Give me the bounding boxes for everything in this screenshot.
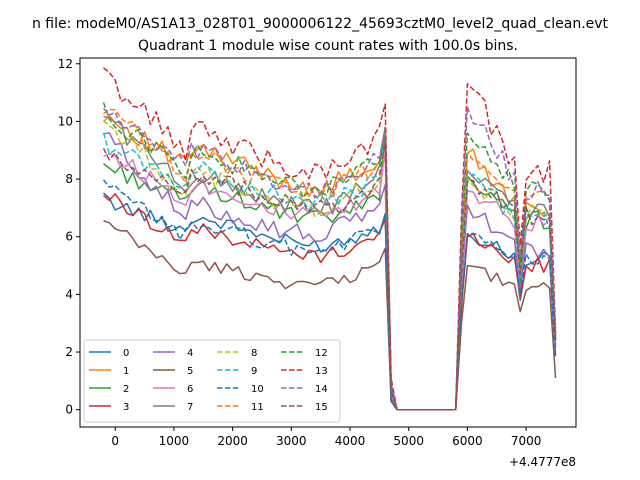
- legend-label-10: 10: [251, 384, 264, 395]
- series-line-15: [102, 140, 557, 411]
- x-tick-label: 2000: [217, 434, 248, 448]
- legend-label-3: 3: [123, 402, 129, 413]
- legend-label-6: 6: [187, 384, 193, 395]
- series-line-10: [102, 179, 557, 411]
- x-tick-label: 3000: [276, 434, 307, 448]
- y-tick-label: 10: [58, 114, 73, 128]
- series-line-14: [102, 106, 557, 411]
- series-line-12: [102, 102, 557, 411]
- series-line-11: [103, 108, 557, 411]
- x-tick-label: 0: [111, 434, 119, 448]
- y-tick-label: 4: [65, 287, 73, 301]
- y-tick-label: 8: [65, 172, 73, 186]
- legend-label-7: 7: [187, 402, 193, 413]
- series-line-6: [103, 149, 557, 411]
- legend-label-4: 4: [187, 348, 193, 359]
- x-tick-label: 1000: [159, 434, 190, 448]
- legend-label-2: 2: [123, 384, 129, 395]
- legend-box: [83, 339, 341, 423]
- series-line-4: [103, 132, 557, 411]
- series-line-8: [102, 120, 557, 411]
- legend-label-5: 5: [187, 366, 193, 377]
- x-tick-label: 4000: [335, 434, 366, 448]
- x-axis: 0 1000 2000 3000 4000 5000 6000 7000: [111, 427, 541, 448]
- y-tick-label: 2: [65, 345, 73, 359]
- legend-label-9: 9: [251, 366, 257, 377]
- y-tick-label: 0: [65, 403, 73, 417]
- series-line-3: [103, 193, 557, 411]
- series-line-9: [102, 132, 557, 411]
- series-line-5: [103, 219, 557, 411]
- legend-label-12: 12: [315, 348, 328, 359]
- figure-suptitle: n file: modeM0/AS1A13_028T01_9000006122_…: [32, 16, 609, 32]
- y-axis: 0 2 4 6 8 10 12: [58, 57, 80, 417]
- legend-label-8: 8: [251, 348, 257, 359]
- plot-lines: [102, 67, 557, 411]
- chart-title: Quadrant 1 module wise count rates with …: [138, 38, 518, 54]
- legend-label-14: 14: [315, 384, 328, 395]
- plot-frame: [79, 57, 577, 428]
- x-tick-label: 5000: [393, 434, 424, 448]
- legend-label-1: 1: [123, 366, 129, 377]
- x-offset-label: +4.4777e8: [509, 455, 576, 469]
- legend-label-15: 15: [315, 402, 328, 413]
- series-line-13: [103, 67, 557, 411]
- legend-label-0: 0: [123, 348, 129, 359]
- legend-label-13: 13: [315, 366, 328, 377]
- y-tick-label: 6: [65, 230, 73, 244]
- x-tick-label: 6000: [452, 434, 483, 448]
- legend-label-11: 11: [251, 402, 264, 413]
- x-tick-label: 7000: [511, 434, 542, 448]
- y-tick-label: 12: [58, 57, 73, 71]
- series-line-7: [103, 115, 557, 411]
